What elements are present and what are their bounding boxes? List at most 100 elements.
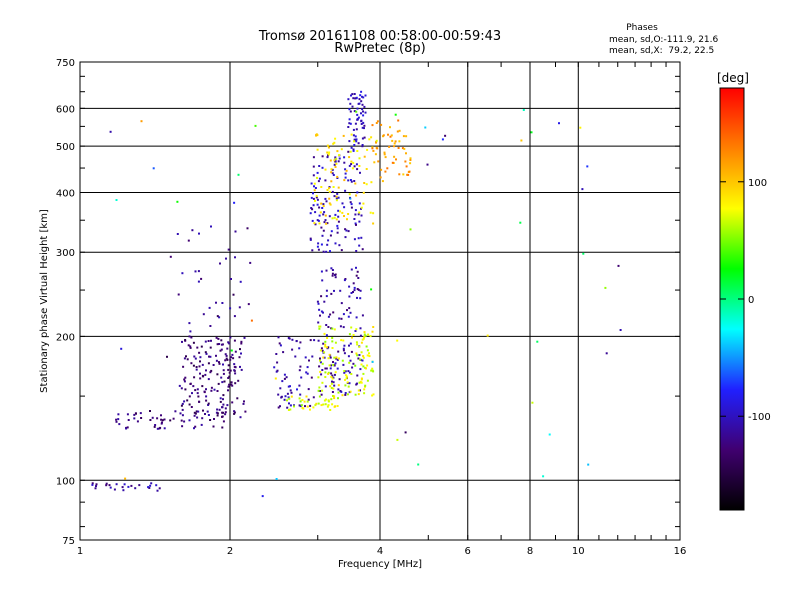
data-point: [359, 94, 362, 97]
data-point: [115, 199, 118, 201]
data-point: [198, 365, 201, 368]
data-point: [313, 185, 315, 188]
data-point: [363, 392, 366, 395]
data-point: [317, 376, 320, 379]
data-point: [390, 134, 393, 137]
data-point: [232, 357, 235, 360]
data-point: [193, 414, 196, 417]
data-point: [347, 370, 350, 373]
data-point: [314, 404, 317, 407]
data-point: [140, 120, 143, 123]
data-point: [300, 376, 303, 379]
data-point: [519, 221, 522, 224]
data-point: [220, 348, 223, 351]
data-point: [343, 156, 346, 159]
data-point: [350, 163, 353, 166]
data-point: [227, 341, 230, 344]
data-point: [181, 272, 184, 275]
data-point: [336, 227, 339, 230]
data-point: [304, 356, 307, 359]
data-point: [121, 486, 124, 489]
data-point: [239, 280, 242, 283]
data-point: [201, 363, 204, 366]
data-point: [238, 356, 241, 359]
data-point: [353, 286, 356, 289]
data-point: [335, 218, 338, 221]
data-point: [254, 124, 257, 127]
data-point: [332, 363, 335, 366]
data-point: [348, 344, 350, 347]
data-point: [405, 152, 407, 155]
data-point: [332, 142, 335, 145]
data-point: [322, 356, 325, 359]
data-point: [324, 340, 327, 343]
data-point: [234, 372, 237, 375]
data-point: [383, 151, 386, 154]
data-point: [240, 342, 243, 345]
stats-x-mode: mean, sd,X: 79.2, 22.5: [609, 46, 714, 56]
data-point: [372, 370, 375, 373]
data-point: [343, 179, 346, 182]
data-point: [323, 399, 326, 402]
data-point: [360, 112, 362, 115]
data-point: [218, 408, 221, 411]
data-point: [360, 206, 363, 209]
data-point: [323, 356, 326, 359]
data-point: [334, 213, 337, 216]
data-point: [348, 285, 351, 288]
data-point: [326, 243, 329, 246]
data-point: [246, 227, 249, 230]
data-point: [181, 425, 184, 428]
data-point: [210, 369, 213, 372]
data-point: [331, 327, 334, 330]
axis-ticks: [79, 62, 681, 540]
data-point: [198, 232, 200, 235]
data-point: [205, 388, 207, 391]
data-point: [331, 403, 334, 406]
data-point: [194, 270, 197, 273]
data-point: [398, 140, 401, 143]
data-point: [337, 384, 340, 387]
data-point: [324, 371, 327, 374]
data-point: [303, 400, 306, 403]
data-point: [298, 397, 301, 400]
data-point: [320, 270, 323, 273]
data-point: [359, 327, 362, 330]
data-point: [210, 386, 213, 389]
data-point: [286, 392, 289, 395]
data-point: [441, 138, 444, 141]
data-point: [200, 423, 203, 426]
data-point: [163, 418, 166, 421]
data-point: [333, 141, 336, 144]
data-point: [188, 335, 191, 338]
data-point: [299, 341, 302, 344]
data-point: [208, 355, 210, 358]
data-point: [321, 155, 324, 158]
data-point: [194, 357, 197, 360]
data-point: [183, 400, 186, 403]
data-point: [188, 395, 191, 398]
data-point: [355, 140, 358, 143]
data-point: [324, 403, 327, 406]
data-point: [193, 427, 195, 430]
data-point: [176, 200, 179, 203]
data-point: [342, 313, 345, 316]
data-point: [329, 313, 332, 316]
data-point: [356, 374, 359, 377]
data-point: [316, 148, 319, 151]
data-point: [355, 328, 358, 331]
data-point: [320, 373, 323, 376]
data-point: [243, 400, 245, 403]
stats-o-mode: mean, sd,O:-111.9, 21.6: [609, 35, 719, 45]
data-point: [365, 367, 367, 370]
data-point: [359, 389, 361, 392]
data-point: [221, 406, 223, 409]
data-point: [343, 352, 346, 355]
data-point: [319, 357, 321, 360]
data-point: [356, 113, 359, 116]
data-point: [334, 405, 337, 408]
data-point: [340, 148, 343, 151]
data-point: [293, 404, 295, 407]
data-point: [360, 214, 363, 217]
